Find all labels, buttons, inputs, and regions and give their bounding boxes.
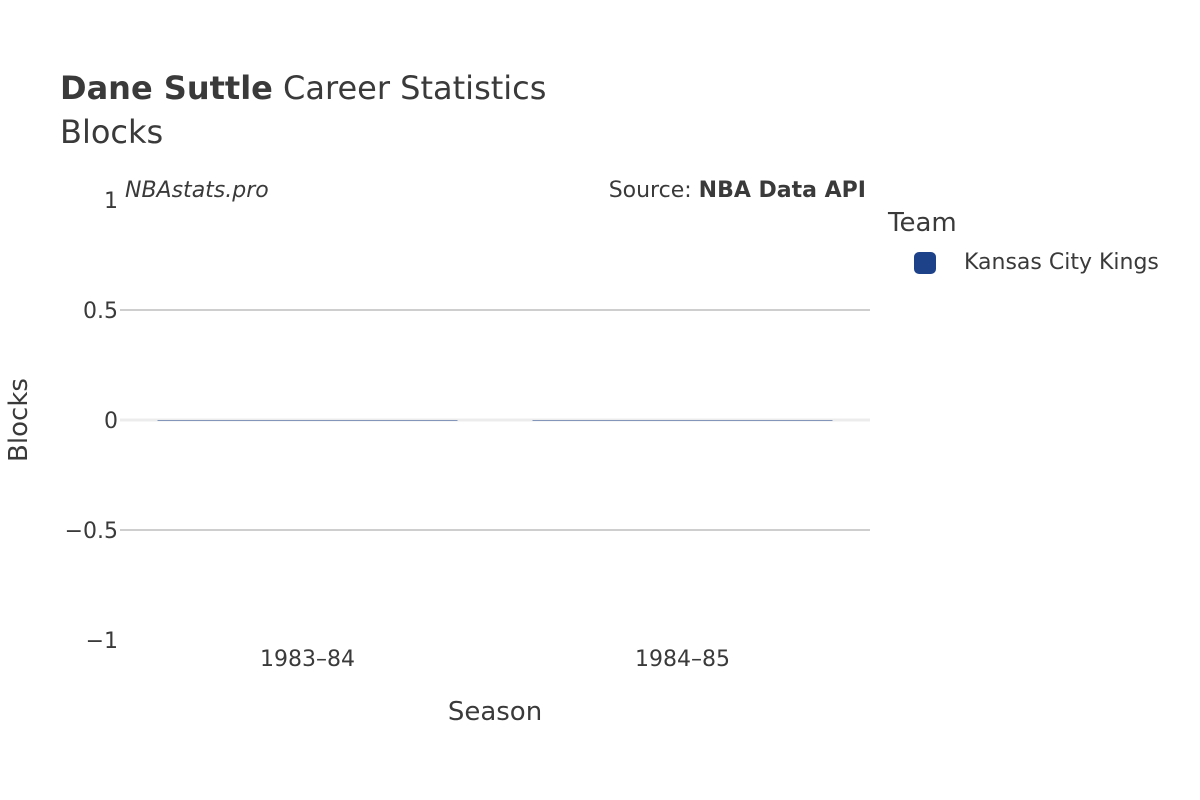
source-prefix: Source: — [608, 178, 699, 203]
bar[interactable] — [532, 420, 833, 421]
y-tick-label: 0 — [104, 409, 118, 434]
chart-title-block: Dane Suttle Career Statistics Blocks — [60, 66, 546, 154]
y-tick-labels: 1 0.5 0 −0.5 −1 — [65, 189, 118, 654]
y-tick-label: −0.5 — [65, 519, 118, 544]
x-tick-labels: 1983–84 1984–85 — [260, 647, 730, 672]
chart-title: Dane Suttle Career Statistics — [60, 66, 546, 110]
legend: Team Kansas City Kings — [888, 208, 1159, 275]
title-rest: Career Statistics — [272, 69, 547, 107]
x-axis-label: Season — [448, 697, 542, 727]
player-name: Dane Suttle — [60, 69, 273, 107]
chart-subtitle: Blocks — [60, 113, 164, 151]
watermark: NBAstats.pro — [125, 178, 269, 203]
legend-item[interactable]: Kansas City Kings — [914, 250, 1159, 275]
y-tick-label: 1 — [104, 189, 118, 214]
legend-items: Kansas City Kings — [888, 250, 1159, 275]
y-tick-label: −1 — [86, 629, 118, 654]
x-tick-label: 1983–84 — [260, 647, 355, 672]
legend-title: Team — [888, 208, 957, 238]
source-credit: Source: NBA Data API — [609, 178, 866, 203]
source-name: NBA Data API — [698, 178, 866, 203]
y-axis-label: Blocks — [4, 378, 34, 462]
x-tick-label: 1984–85 — [635, 647, 730, 672]
bar[interactable] — [157, 420, 458, 421]
legend-swatch — [914, 251, 936, 274]
bars-layer — [157, 420, 833, 421]
legend-label: Kansas City Kings — [964, 250, 1159, 275]
y-tick-label: 0.5 — [83, 299, 118, 324]
